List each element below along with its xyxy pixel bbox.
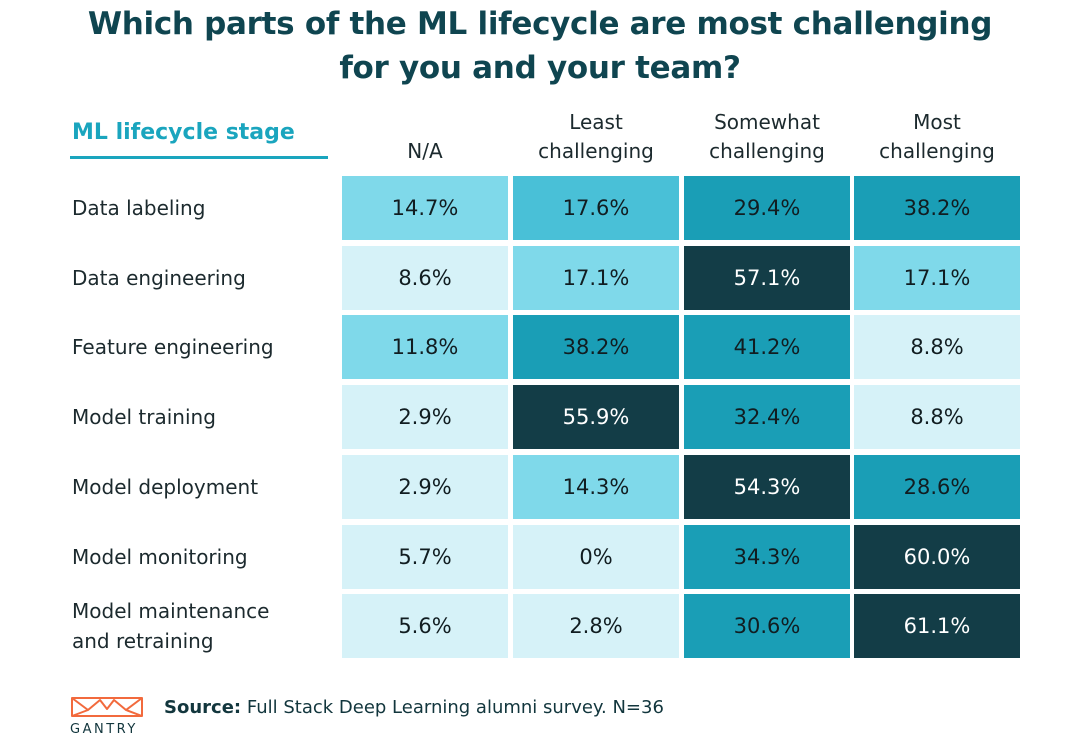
heatmap-cell: 17.1% xyxy=(513,245,679,310)
column-header-line: Somewhat xyxy=(714,110,820,134)
heatmap-cell: 17.1% xyxy=(854,245,1020,310)
column-header: Somewhat challenging xyxy=(684,108,850,166)
row-header-underline xyxy=(70,156,328,159)
row-header: ML lifecycle stage xyxy=(72,120,295,145)
column-header-line: challenging xyxy=(879,139,995,163)
row-label: Model monitoring xyxy=(72,544,248,569)
heatmap-cell: 61.1% xyxy=(854,594,1020,659)
heatmap-cell: 41.2% xyxy=(684,315,850,380)
column-header-line: Least xyxy=(569,110,623,134)
heatmap-cell: 34.3% xyxy=(684,524,850,589)
gantry-logo-icon xyxy=(70,694,144,723)
row-label: Data labeling xyxy=(72,196,206,220)
heatmap-cell: 30.6% xyxy=(684,594,850,659)
heatmap-cell: 5.6% xyxy=(342,594,508,659)
row-label: Data engineering xyxy=(72,265,246,290)
source-label: Source: xyxy=(164,697,242,718)
heatmap-cell: 8.6% xyxy=(342,245,508,310)
gantry-logo-mark xyxy=(71,697,143,717)
gantry-logo-text: GANTRY xyxy=(70,722,138,737)
column-header: N/A xyxy=(342,108,508,166)
row-label: Model deployment xyxy=(72,474,259,499)
heatmap-cell: 17.6% xyxy=(513,176,679,240)
heatmap-cell: 11.8% xyxy=(342,315,508,380)
heatmap-cell: 54.3% xyxy=(684,454,850,519)
heatmap-cell: 28.6% xyxy=(854,454,1020,519)
heatmap-cell: 14.3% xyxy=(513,454,679,519)
column-header: Most challenging xyxy=(854,108,1020,166)
heatmap-cell: 38.2% xyxy=(513,315,679,380)
heatmap-cell: 60.0% xyxy=(854,524,1020,589)
column-header-line: challenging xyxy=(538,139,654,163)
chart-title-line: for you and your team? xyxy=(339,50,741,86)
heatmap-cell: 2.9% xyxy=(342,385,508,450)
row-label: Feature engineering xyxy=(72,335,274,360)
heatmap-cell: 57.1% xyxy=(684,245,850,310)
heatmap-cell: 29.4% xyxy=(684,176,850,240)
row-label: Model maintenance and retraining xyxy=(72,599,270,654)
heatmap-cell: 8.8% xyxy=(854,385,1020,450)
heatmap-cell: 5.7% xyxy=(342,524,508,589)
source-note: Source: Full Stack Deep Learning alumni … xyxy=(164,697,664,718)
heatmap-cell: 0% xyxy=(513,524,679,589)
heatmap-cell: 2.9% xyxy=(342,454,508,519)
heatmap-cell: 32.4% xyxy=(684,385,850,450)
heatmap-cell: 2.8% xyxy=(513,594,679,659)
column-header-line: N/A xyxy=(407,139,443,163)
heatmap-cell: 14.7% xyxy=(342,176,508,240)
column-header: Least challenging xyxy=(513,108,679,166)
heatmap-cell: 38.2% xyxy=(854,176,1020,240)
column-header-line: challenging xyxy=(709,139,825,163)
heatmap-cell: 55.9% xyxy=(513,385,679,450)
column-header-line: Most xyxy=(913,110,961,134)
source-text: Full Stack Deep Learning alumni survey. … xyxy=(241,697,664,718)
chart-title: Which parts of the ML lifecycle are most… xyxy=(0,2,1080,90)
heatmap-cell: 8.8% xyxy=(854,315,1020,380)
chart-title-line: Which parts of the ML lifecycle are most… xyxy=(87,6,993,42)
row-label: Model training xyxy=(72,405,216,430)
